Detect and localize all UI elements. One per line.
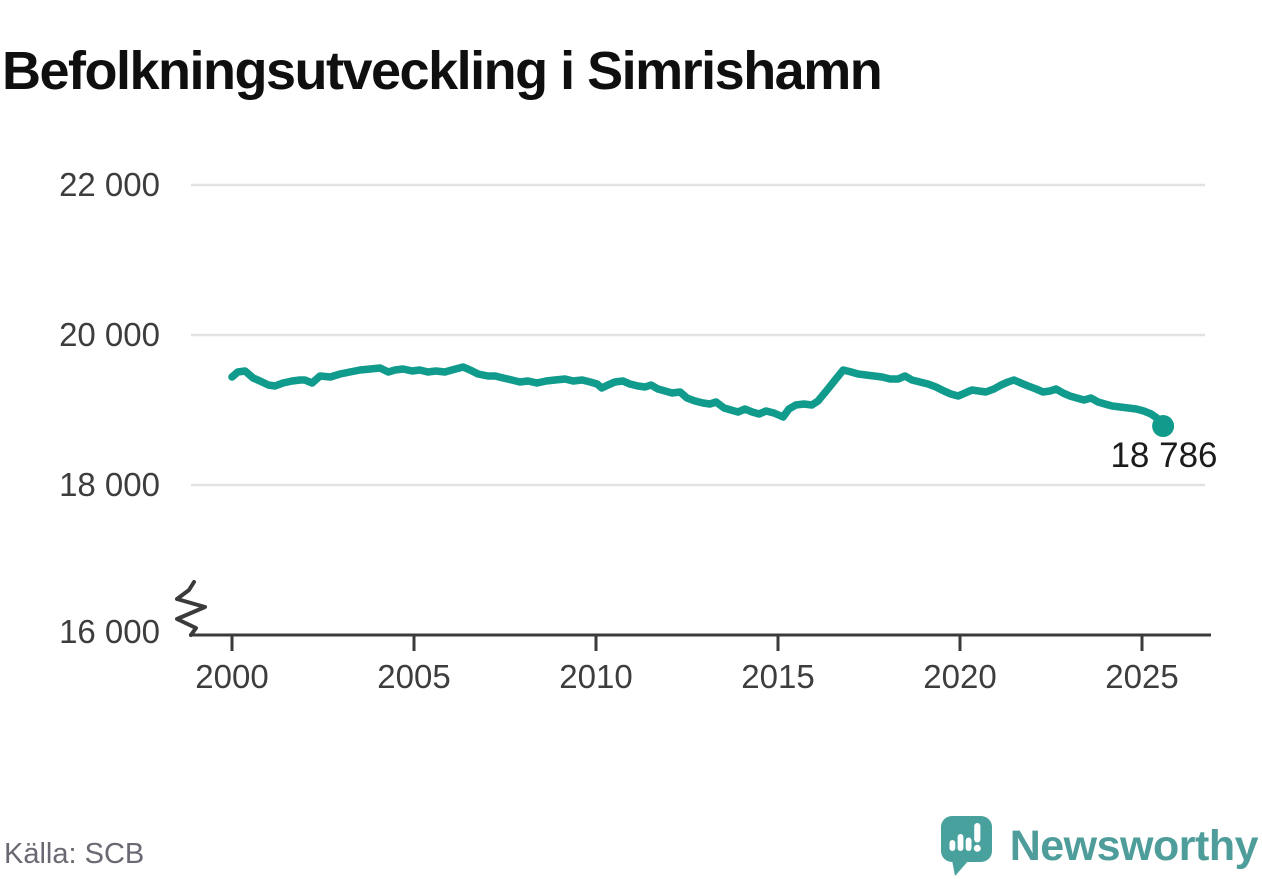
x-tick-label: 2000 — [195, 658, 269, 695]
last-value-label: 18 786 — [1110, 436, 1218, 475]
newsworthy-wordmark: Newsworthy — [1009, 822, 1259, 870]
page-title: Befolkningsutveckling i Simrishamn — [2, 41, 883, 102]
y-tick-label: 22 000 — [59, 166, 160, 203]
x-tick-label: 2015 — [741, 658, 815, 695]
x-tick-label: 2020 — [923, 658, 997, 695]
newsworthy-logo: Newsworthy — [940, 814, 1259, 878]
y-tick-label: 20 000 — [59, 316, 160, 353]
x-tick-label: 2010 — [559, 658, 633, 695]
newsworthy-bubble-barchart-icon — [940, 816, 992, 876]
x-tick-label: 2005 — [377, 658, 451, 695]
y-tick-label: 16 000 — [59, 613, 160, 650]
x-tick-label: 2025 — [1105, 658, 1179, 695]
y-tick-label: 18 000 — [59, 466, 160, 503]
population-line-chart — [175, 183, 1211, 651]
source-caption: Källa: SCB — [4, 838, 145, 870]
